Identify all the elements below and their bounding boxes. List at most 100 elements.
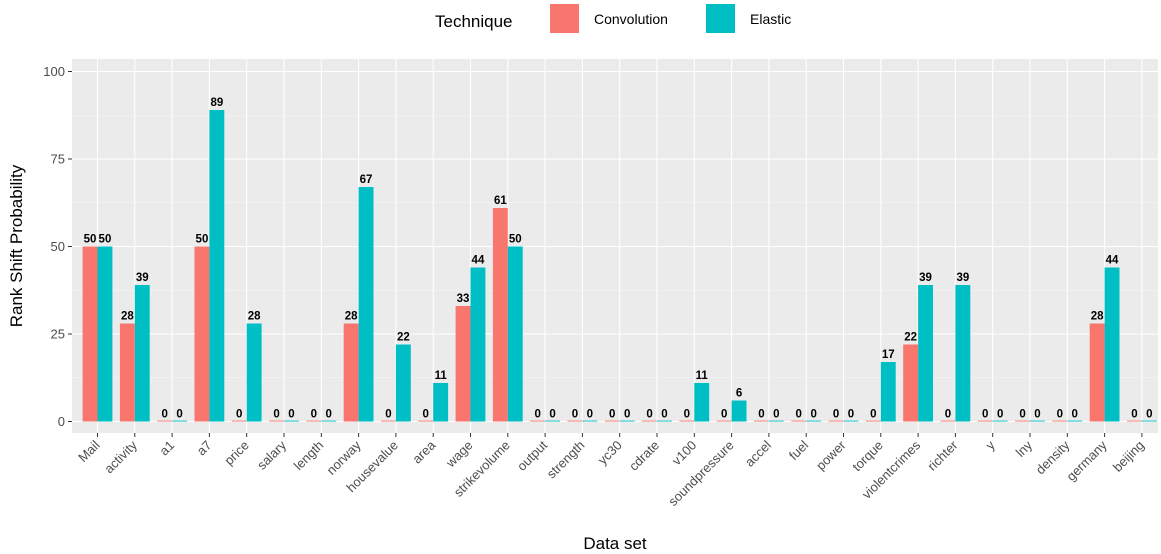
legend: Technique Convolution Elastic <box>435 4 791 33</box>
bar-convolution-y <box>977 420 993 422</box>
data-label-elastic-accel: 0 <box>773 409 779 421</box>
legend-label-elastic: Elastic <box>750 11 791 27</box>
bar-elastic-a1 <box>172 420 187 422</box>
data-label-elastic-cdrate: 0 <box>661 409 667 421</box>
bar-convolution-norway <box>343 323 359 422</box>
y-axis: 0 25 50 75 100 <box>43 64 72 429</box>
bar-convolution-strength <box>567 420 583 422</box>
x-tick-label-activity: activity <box>101 437 140 476</box>
bar-elastic-salary <box>284 420 299 422</box>
data-label-convolution-accel: 0 <box>758 409 764 421</box>
bar-convolution-yc30 <box>604 420 620 422</box>
data-label-elastic-v100: 11 <box>696 370 709 382</box>
bar-convolution-violentcrimes <box>903 344 919 422</box>
bar-convolution-length <box>306 420 322 422</box>
data-label-elastic-beijing: 0 <box>1146 409 1152 421</box>
bar-elastic-wage <box>470 267 486 422</box>
data-label-elastic-wage: 44 <box>472 255 485 267</box>
bar-elastic-soundpressure <box>731 400 747 422</box>
data-label-convolution-soundpressure: 0 <box>721 409 727 421</box>
data-label-convolution-price: 0 <box>236 409 242 421</box>
data-label-elastic-length: 0 <box>326 409 332 421</box>
bar-convolution-activity <box>119 323 135 422</box>
x-tick-label-v100: v100 <box>669 438 700 469</box>
bar-convolution-soundpressure <box>716 420 732 422</box>
data-label-convolution-output: 0 <box>534 409 540 421</box>
data-label-elastic-soundpressure: 6 <box>736 388 742 400</box>
data-label-convolution-housevalue: 0 <box>385 409 391 421</box>
bar-elastic-a7 <box>209 110 225 422</box>
data-label-convolution-length: 0 <box>311 409 317 421</box>
data-label-convolution-density: 0 <box>1057 409 1063 421</box>
bar-convolution-cdrate <box>642 420 657 422</box>
data-label-convolution-cdrate: 0 <box>646 409 652 421</box>
data-label-elastic-yc30: 0 <box>624 409 630 421</box>
bar-elastic-norway <box>358 187 374 422</box>
bar-elastic-violentcrimes <box>918 285 933 422</box>
bar-elastic-accel <box>768 420 784 422</box>
bar-elastic-lny <box>1030 420 1045 422</box>
data-label-convolution-richter: 0 <box>945 409 951 421</box>
bar-convolution-mail <box>82 246 98 422</box>
data-label-elastic-germany: 44 <box>1106 255 1119 267</box>
bar-convolution-wage <box>455 306 471 422</box>
data-label-elastic-a7: 89 <box>210 97 223 109</box>
bar-elastic-richter <box>955 285 971 422</box>
x-tick-label-accel: accel <box>742 437 774 469</box>
data-label-convolution-strikevolume: 61 <box>494 195 507 207</box>
data-label-convolution-mail: 50 <box>84 234 97 246</box>
bar-convolution-fuel <box>791 420 807 422</box>
bar-elastic-cdrate <box>657 420 672 422</box>
data-label-convolution-power: 0 <box>833 409 839 421</box>
bar-elastic-strikevolume <box>507 246 523 422</box>
data-label-convolution-activity: 28 <box>121 311 134 323</box>
x-tick-label-beijing: beijing <box>1110 438 1147 475</box>
data-label-elastic-output: 0 <box>549 409 555 421</box>
x-tick-label-richter: richter <box>924 437 961 474</box>
bar-elastic-y <box>992 420 1008 422</box>
data-label-elastic-y: 0 <box>997 409 1003 421</box>
bar-convolution-v100 <box>679 420 695 422</box>
data-label-convolution-a7: 50 <box>196 234 209 246</box>
data-label-convolution-fuel: 0 <box>796 409 802 421</box>
data-label-convolution-norway: 28 <box>345 311 358 323</box>
data-label-elastic-density: 0 <box>1072 409 1078 421</box>
data-label-convolution-salary: 0 <box>273 409 279 421</box>
legend-swatch-elastic <box>706 4 735 33</box>
bar-convolution-accel <box>754 420 769 422</box>
bar-elastic-activity <box>134 285 150 422</box>
data-label-elastic-housevalue: 22 <box>397 332 410 344</box>
data-label-convolution-lny: 0 <box>1019 409 1025 421</box>
bars <box>82 110 1157 422</box>
bar-elastic-fuel <box>806 420 822 422</box>
x-tick-label-fuel: fuel <box>786 437 812 463</box>
x-tick-label-cdrate: cdrate <box>626 438 662 474</box>
data-label-elastic-strikevolume: 50 <box>509 234 522 246</box>
data-label-convolution-beijing: 0 <box>1131 409 1137 421</box>
x-tick-label-a7: a7 <box>194 438 215 459</box>
y-tick-label: 0 <box>58 414 65 429</box>
y-axis-title: Rank Shift Probability <box>7 164 26 327</box>
x-tick-label-strength: strength <box>544 438 588 482</box>
bar-convolution-housevalue <box>381 420 396 422</box>
data-label-convolution-wage: 33 <box>457 293 470 305</box>
bar-elastic-v100 <box>694 383 710 422</box>
bar-convolution-a7 <box>194 246 210 422</box>
data-label-elastic-activity: 39 <box>136 272 149 284</box>
bar-elastic-beijing <box>1141 420 1157 422</box>
bar-convolution-lny <box>1015 420 1030 422</box>
bar-convolution-density <box>1052 420 1068 422</box>
y-tick-label: 75 <box>51 152 65 167</box>
bar-convolution-torque <box>865 420 881 422</box>
data-label-convolution-germany: 28 <box>1091 311 1104 323</box>
bar-elastic-germany <box>1104 267 1120 422</box>
bar-convolution-strikevolume <box>492 208 508 422</box>
x-tick-label-yc30: yc30 <box>595 438 625 468</box>
data-label-convolution-violentcrimes: 22 <box>904 332 917 344</box>
data-label-elastic-a1: 0 <box>176 409 182 421</box>
legend-label-convolution: Convolution <box>594 11 668 27</box>
bar-convolution-power <box>828 420 844 422</box>
y-tick-label: 50 <box>51 239 65 254</box>
